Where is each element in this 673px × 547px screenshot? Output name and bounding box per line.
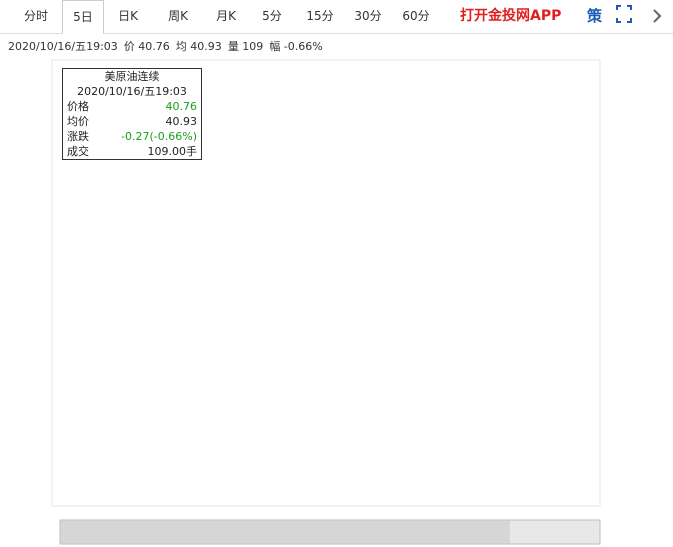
info-item: 均 40.93 bbox=[175, 40, 222, 53]
tab[interactable]: 60分 bbox=[402, 9, 430, 23]
tooltip-key: 均价 bbox=[67, 115, 89, 128]
tab[interactable]: 周K bbox=[168, 9, 188, 23]
tooltip-date: 2020/10/16/五19:03 bbox=[77, 85, 187, 98]
tab[interactable]: 月K bbox=[216, 9, 236, 23]
info-item: 量 109 bbox=[227, 40, 264, 53]
info-bar: 2020/10/16/五19:03 价 40.76 均 40.93 量 109 幅 -0… bbox=[8, 38, 329, 54]
tab[interactable]: 5日 bbox=[62, 0, 104, 34]
plot-border bbox=[51, 59, 601, 507]
tooltip-key: 成交 bbox=[67, 145, 89, 158]
info-item: 幅 -0.66% bbox=[269, 40, 323, 53]
tooltip-value: -0.27(-0.66%) bbox=[121, 130, 197, 143]
info-item: 价 40.76 bbox=[123, 40, 170, 53]
app-link[interactable]: 打开金投网APP bbox=[460, 8, 562, 24]
tooltip-value: 40.76 bbox=[165, 100, 198, 113]
navigator-window[interactable] bbox=[60, 520, 510, 544]
tab[interactable]: 分时 bbox=[23, 9, 48, 23]
tab[interactable]: 30分 bbox=[354, 9, 382, 23]
tab[interactable]: 15分 bbox=[306, 9, 334, 23]
tooltip-value: 40.93 bbox=[165, 115, 198, 128]
tooltip: 美原油连续 2020/10/16/五19:03 价格 40.76 均价 40.93 涨跌 -0… bbox=[62, 68, 202, 160]
fullscreen-icon[interactable] bbox=[616, 5, 632, 23]
tab[interactable]: 日K bbox=[118, 9, 138, 23]
toolbar-icons[interactable]: 10/1310/1410/1510/1610/1942.7442.3141.89… bbox=[612, 0, 672, 32]
tooltip-key: 涨跌 bbox=[67, 130, 89, 143]
tooltip-row: 涨跌 -0.27(-0.66%) bbox=[63, 129, 201, 144]
tooltip-row: 价格 40.76 bbox=[63, 99, 201, 114]
tooltip-row: 成交 109.00手 bbox=[63, 144, 201, 159]
collapse-icon[interactable] bbox=[653, 9, 662, 23]
strategy-button[interactable]: 策 bbox=[587, 7, 603, 25]
tooltip-title: 美原油连续 bbox=[104, 70, 160, 83]
tab[interactable]: 5分 bbox=[262, 9, 282, 23]
info-item: 2020/10/16/五19:03 bbox=[8, 40, 118, 53]
tooltip-value: 109.00手 bbox=[147, 145, 198, 158]
tooltip-row: 均价 40.93 bbox=[63, 114, 201, 129]
tooltip-key: 价格 bbox=[67, 100, 89, 113]
